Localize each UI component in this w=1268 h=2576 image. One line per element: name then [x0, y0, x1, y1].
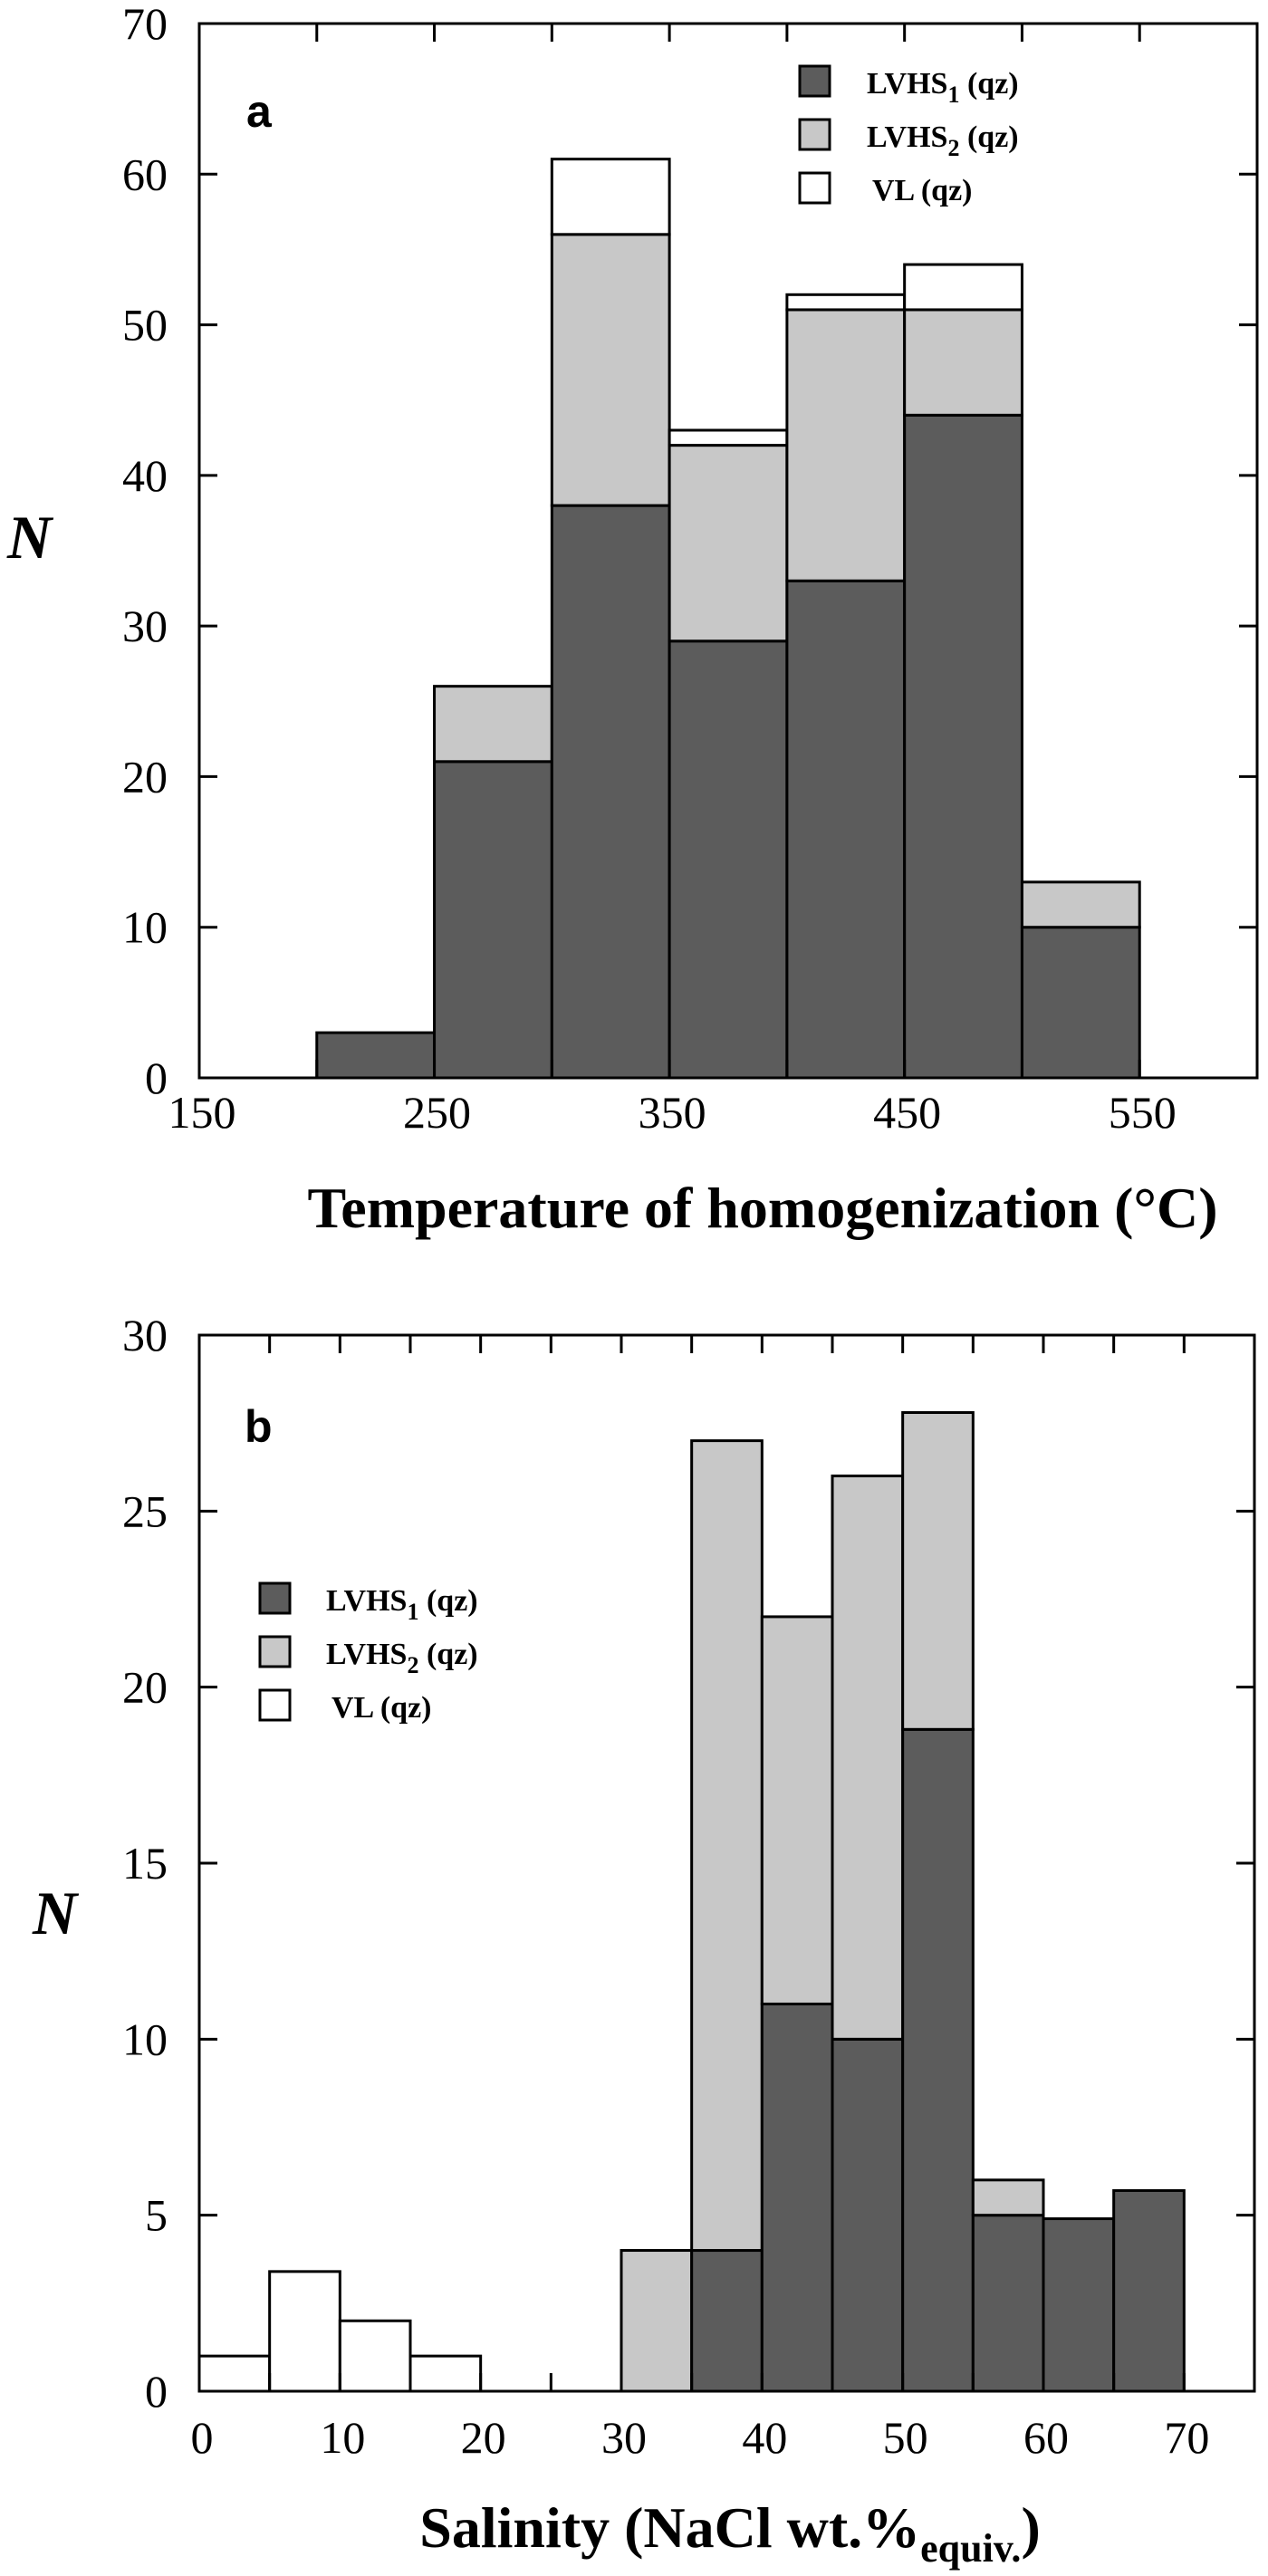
x-tick-label: 450 — [873, 1087, 941, 1138]
y-tick-label: 5 — [145, 2190, 168, 2241]
legend: LVHS1 (qz) LVHS2 (qz) VL (qz) — [798, 64, 1019, 207]
bar-vl — [408, 2354, 483, 2393]
bar-lvhs1 — [760, 2002, 834, 2393]
legend-swatch-vl — [258, 1688, 292, 1722]
bars-a — [315, 158, 1141, 1080]
x-axis-title: Temperature of homogenization (°C) — [307, 1176, 1217, 1240]
x-tick-label: 70 — [1164, 2412, 1209, 2463]
x-tick-label: 0 — [191, 2412, 214, 2463]
bar-lvhs1 — [1112, 2188, 1186, 2393]
bar-vl — [268, 2270, 341, 2393]
bar-lvhs2 — [550, 233, 671, 507]
panel-label: a — [246, 86, 273, 137]
y-tick-label: 30 — [122, 1310, 168, 1360]
bar-lvhs2 — [901, 1411, 975, 1731]
x-tick-label: 60 — [1023, 2412, 1069, 2463]
bar-lvhs1 — [315, 1031, 437, 1080]
y-axis-title: N — [32, 1879, 80, 1947]
bar-lvhs1 — [433, 760, 553, 1080]
bar-lvhs2 — [433, 685, 553, 764]
x-tick-label: 350 — [639, 1087, 706, 1138]
legend-swatch-vl — [798, 171, 831, 205]
legend-label-vl: VL (qz) — [872, 174, 973, 207]
bar-lvhs2 — [971, 2178, 1045, 2217]
y-tick-label: 15 — [122, 1838, 168, 1889]
y-tick-label: 50 — [122, 300, 168, 351]
y-tick-label: 30 — [122, 601, 168, 651]
legend-label-lvhs2: LVHS2 (qz) — [326, 1638, 478, 1678]
x-tick-label: 50 — [883, 2412, 928, 2463]
x-tick-label: 40 — [742, 2412, 787, 2463]
y-tick-label: 60 — [122, 149, 168, 199]
bar-lvhs2 — [785, 308, 907, 582]
y-tick-label: 40 — [122, 450, 168, 501]
y-axis-title: N — [6, 503, 54, 572]
bar-lvhs1 — [1042, 2217, 1116, 2393]
bar-lvhs1 — [1020, 926, 1141, 1080]
x-tick-label: 20 — [461, 2412, 506, 2463]
x-tick-label: 30 — [601, 2412, 647, 2463]
bar-lvhs2 — [620, 2249, 694, 2393]
y-tick-label: 0 — [145, 1053, 168, 1103]
bar-vl — [785, 293, 907, 312]
legend-label-vl: VL (qz) — [331, 1691, 432, 1725]
bar-lvhs1 — [785, 579, 907, 1080]
x-tick-label: 550 — [1109, 1087, 1177, 1138]
bar-lvhs1 — [668, 639, 789, 1080]
y-tick-label: 20 — [122, 1662, 168, 1713]
bar-lvhs1 — [831, 2037, 905, 2393]
legend-label-lvhs1: LVHS1 (qz) — [326, 1584, 478, 1625]
chart-panel-b: 0 5 10 15 20 25 30 0 10 20 30 40 50 60 70 Salinity (NaC… — [32, 1310, 1256, 2571]
bar-lvhs2 — [831, 1474, 905, 2041]
legend-swatch-lvhs1 — [258, 1581, 292, 1615]
bar-lvhs1 — [903, 413, 1023, 1080]
bar-lvhs2 — [690, 1439, 764, 2253]
legend: LVHS1 (qz) LVHS2 (qz) VL (qz) — [258, 1581, 478, 1725]
bar-lvhs2 — [668, 444, 789, 643]
y-tick-label: 0 — [145, 2366, 168, 2417]
bar-vl — [338, 2319, 412, 2393]
bar-lvhs1 — [550, 504, 671, 1080]
legend-swatch-lvhs1 — [798, 64, 831, 98]
legend-label-lvhs1: LVHS1 (qz) — [867, 67, 1019, 108]
bar-lvhs2 — [903, 308, 1023, 417]
legend-label-lvhs2: LVHS2 (qz) — [867, 120, 1019, 161]
legend-swatch-lvhs2 — [258, 1635, 292, 1668]
y-tick-label: 10 — [122, 2014, 168, 2064]
x-tick-label: 10 — [320, 2412, 365, 2463]
x-tick-label: 150 — [168, 1087, 236, 1138]
bar-lvhs2 — [1020, 880, 1141, 929]
x-axis-title: Salinity (NaCl wt.%equiv.) — [419, 2495, 1041, 2571]
y-tick-label: 70 — [122, 0, 168, 49]
panel-label: b — [245, 1401, 273, 1452]
bars-b — [197, 1411, 1186, 2393]
y-tick-label: 25 — [122, 1485, 168, 1536]
plot-frame — [197, 22, 1259, 1080]
x-tick-label: 250 — [403, 1087, 471, 1138]
bar-vl — [550, 158, 671, 236]
legend-swatch-lvhs2 — [798, 118, 831, 151]
bar-vl — [903, 263, 1023, 312]
bar-lvhs1 — [690, 2249, 764, 2393]
bar-vl — [668, 428, 789, 447]
y-tick-label: 10 — [122, 902, 168, 953]
bar-lvhs2 — [760, 1615, 834, 2005]
bar-vl — [197, 2354, 272, 2393]
chart-panel-a: 0 10 20 30 40 50 60 70 150 250 350 450 550 Temperatur… — [6, 0, 1259, 1240]
bar-lvhs1 — [901, 1727, 975, 2393]
y-tick-label: 20 — [122, 751, 168, 802]
bar-lvhs1 — [971, 2214, 1045, 2393]
